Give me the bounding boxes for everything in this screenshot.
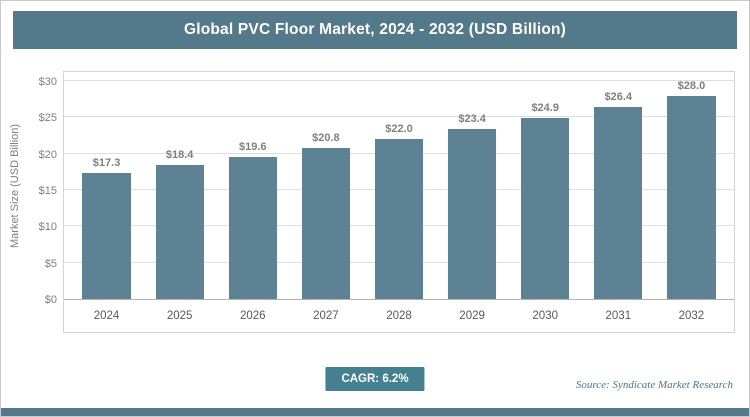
- bars-row: $17.3 $18.4 $19.6 $20.8 $22.0 $23.4 $24.9 $26.4…: [64, 72, 734, 299]
- bar: [82, 173, 131, 299]
- bottom-stripe: [1, 408, 749, 416]
- bars-zone: $17.3 $18.4 $19.6 $20.8 $22.0 $23.4 $24.9 $26.4…: [64, 72, 734, 300]
- x-axis-label: 2029: [459, 310, 485, 322]
- bar: [667, 95, 716, 299]
- bar: [155, 165, 204, 299]
- source-text: Source: Syndicate Market Research: [575, 379, 733, 391]
- x-axis-label: 2032: [678, 310, 705, 322]
- bar-value-label: $24.9: [531, 102, 559, 115]
- x-axis-label: 2031: [605, 310, 632, 322]
- bar-value-label: $19.6: [239, 140, 267, 153]
- bar: [594, 107, 643, 299]
- bar-value-label: $23.4: [458, 112, 486, 125]
- x-axis-label: 2030: [532, 310, 558, 322]
- bar: [228, 156, 277, 299]
- gridline: [64, 80, 734, 81]
- bar-slot: $18.4: [143, 72, 216, 299]
- x-axis: 2024 2025 2026 2027 2028 2029 2030 2031 2032: [64, 300, 734, 332]
- x-axis-label: 2028: [386, 310, 412, 322]
- plot-area: $17.3 $18.4 $19.6 $20.8 $22.0 $23.4 $24.9 $26.4…: [63, 71, 735, 333]
- y-axis-title: Market Size (USD Billion): [9, 123, 21, 249]
- bar-slot: $17.3: [70, 72, 143, 299]
- bar-value-label: $22.0: [385, 123, 413, 136]
- bar-value-label: $18.4: [165, 149, 194, 162]
- bar-value-label: $26.4: [604, 91, 633, 104]
- chart-title: Global PVC Floor Market, 2024 - 2032 (US…: [183, 21, 567, 38]
- bar-slot: $20.8: [289, 72, 362, 299]
- bar-slot: $26.4: [582, 72, 655, 299]
- bar-slot: $28.0: [655, 72, 728, 299]
- bar: [447, 128, 497, 299]
- x-axis-label: 2026: [239, 310, 266, 322]
- cagr-badge: CAGR: 6.2%: [325, 367, 425, 391]
- gridline: [64, 116, 734, 118]
- chart-title-bar: Global PVC Floor Market, 2024 - 2032 (US…: [13, 11, 737, 49]
- bar-slot: $22.0: [362, 72, 435, 299]
- bar: [301, 147, 350, 299]
- bar-value-label: $28.0: [677, 79, 706, 92]
- bar-slot: $24.9: [509, 72, 582, 299]
- bar-slot: $19.6: [216, 72, 289, 299]
- bar-slot: $23.4: [436, 72, 509, 299]
- bar-value-label: $17.3: [92, 157, 121, 170]
- bar: [521, 118, 570, 299]
- bar-chart: Market Size (USD Billion) $17.3 $18.4 $19.…: [1, 71, 749, 333]
- x-axis-label: 2025: [166, 310, 193, 322]
- x-axis-label: 2024: [93, 310, 120, 322]
- bar-value-label: $20.8: [312, 131, 340, 144]
- x-axis-label: 2027: [313, 310, 339, 322]
- bar: [374, 139, 424, 299]
